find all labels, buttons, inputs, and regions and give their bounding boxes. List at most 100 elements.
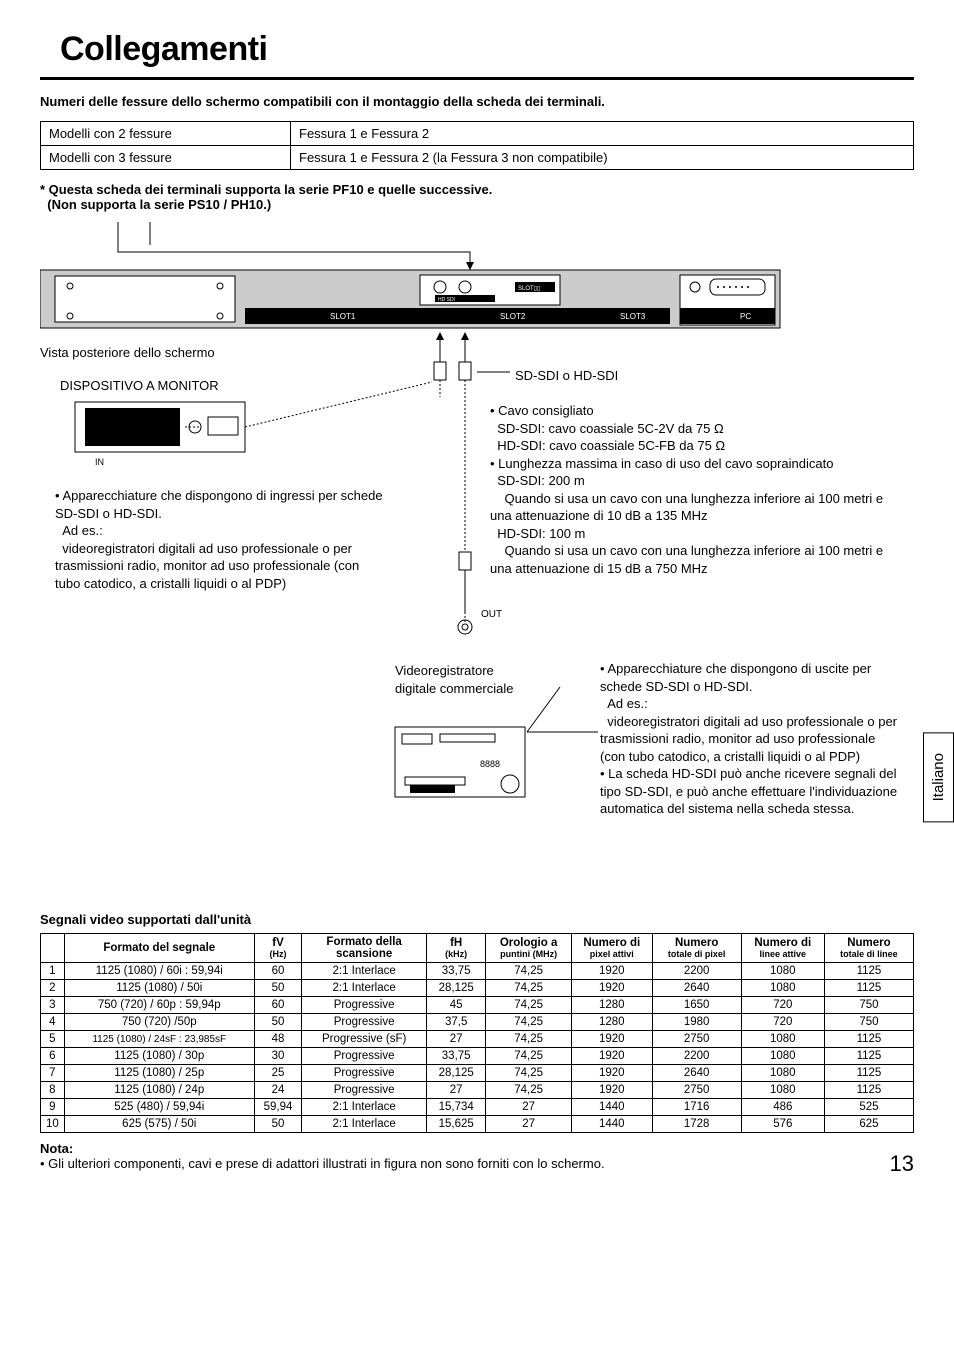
signal-cell: 1080 (741, 1082, 824, 1099)
sdi-label: SD-SDI o HD-SDI (515, 367, 618, 385)
signal-cell: Progressive (302, 997, 427, 1014)
th-fv: fV(Hz) (254, 934, 302, 963)
signal-cell: 10 (41, 1116, 65, 1133)
signal-cell: 1920 (571, 1048, 652, 1065)
signal-cell: Progressive (302, 1082, 427, 1099)
signal-cell: 27 (426, 1082, 485, 1099)
signal-cell: 25 (254, 1065, 302, 1082)
svg-text:8888: 8888 (480, 759, 500, 769)
signal-cell: 525 (480) / 59,94i (64, 1099, 254, 1116)
note-line: (Non supporta la serie PS10 / PH10.) (47, 197, 271, 212)
text: SD-SDI: cavo coassiale 5C-2V da 75 Ω (497, 421, 723, 436)
signal-cell: 1125 (824, 1065, 913, 1082)
svg-text:HD SDI: HD SDI (438, 297, 455, 303)
signal-cell: 74,25 (486, 1031, 572, 1048)
signal-cell: 525 (824, 1099, 913, 1116)
output-desc: • Apparecchiature che dispongono di usci… (600, 660, 900, 818)
vcr-label: Videoregistratore digitale commerciale (395, 662, 535, 697)
signal-section-title: Segnali video supportati dall'unità (40, 912, 914, 927)
signal-cell: 8 (41, 1082, 65, 1099)
diagram-area: SLOT1 SLOT2 SLOT3 HD SDI SLOT▯▯ PC (40, 222, 914, 902)
signal-cell: 2:1 Interlace (302, 963, 427, 980)
table-row: 61125 (1080) / 30p30Progressive33,7574,2… (41, 1048, 914, 1065)
signal-cell: 59,94 (254, 1099, 302, 1116)
signal-cell: Progressive (302, 1014, 427, 1031)
in-label: IN (95, 457, 104, 467)
signal-cell: 486 (741, 1099, 824, 1116)
signal-cell: 1080 (741, 1065, 824, 1082)
text: Ad es.: (607, 696, 647, 711)
signal-cell: 28,125 (426, 1065, 485, 1082)
page-title: Collegamenti (60, 30, 914, 69)
signal-cell: 1280 (571, 997, 652, 1014)
signal-cell: 1125 (1080) / 60i : 59,94i (64, 963, 254, 980)
signal-cell: 1920 (571, 1065, 652, 1082)
signal-cell: 45 (426, 997, 485, 1014)
signal-cell: 1080 (741, 1031, 824, 1048)
text: La scheda HD-SDI può anche ricevere segn… (600, 766, 897, 816)
text: Lunghezza massima in caso di uso del cav… (498, 456, 833, 471)
signal-cell: 1125 (824, 1048, 913, 1065)
compat-subtitle: Numeri delle fessure dello schermo compa… (40, 94, 914, 109)
signal-cell: 1125 (824, 1082, 913, 1099)
signal-cell: 2640 (652, 980, 741, 997)
signal-cell: 33,75 (426, 963, 485, 980)
signal-cell: 2:1 Interlace (302, 1099, 427, 1116)
text: Ad es.: (62, 523, 102, 538)
signal-cell: 74,25 (486, 1048, 572, 1065)
signal-cell: 2200 (652, 1048, 741, 1065)
signal-cell: Progressive (302, 1065, 427, 1082)
signal-cell: 48 (254, 1031, 302, 1048)
table-row: Modelli con 2 fessure Fessura 1 e Fessur… (41, 122, 914, 146)
table-row: 71125 (1080) / 25p25Progressive28,12574,… (41, 1065, 914, 1082)
signal-cell: 74,25 (486, 997, 572, 1014)
slot-cell: Fessura 1 e Fessura 2 (291, 122, 914, 146)
signal-cell: 625 (824, 1116, 913, 1133)
slot2-label: SLOT2 (500, 312, 526, 321)
signal-cell: 720 (741, 1014, 824, 1031)
signal-cell: 15,734 (426, 1099, 485, 1116)
signal-cell: 1728 (652, 1116, 741, 1133)
signal-cell: 625 (575) / 50i (64, 1116, 254, 1133)
signal-cell: 30 (254, 1048, 302, 1065)
signal-cell: 27 (486, 1099, 572, 1116)
table-header-row: Formato del segnale fV(Hz) Formato della… (41, 934, 914, 963)
signal-cell: 74,25 (486, 963, 572, 980)
signal-cell: Progressive (302, 1048, 427, 1065)
signal-cell: 750 (824, 1014, 913, 1031)
signal-cell: 2750 (652, 1082, 741, 1099)
signal-cell: 74,25 (486, 1082, 572, 1099)
table-row: 21125 (1080) / 50i502:1 Interlace28,1257… (41, 980, 914, 997)
slot-table: Modelli con 2 fessure Fessura 1 e Fessur… (40, 121, 914, 170)
signal-cell: 4 (41, 1014, 65, 1031)
text: HD-SDI: 100 m (497, 526, 585, 541)
signal-cell: 1125 (824, 963, 913, 980)
nota-text: Gli ulteriori componenti, cavi e prese d… (48, 1156, 604, 1171)
th-fh: fH(kHz) (426, 934, 485, 963)
text: Cavo consigliato (498, 403, 593, 418)
signal-cell: 2640 (652, 1065, 741, 1082)
signal-cell: 2200 (652, 963, 741, 980)
signal-cell: 1280 (571, 1014, 652, 1031)
text: videoregistratori digitali ad uso profes… (600, 714, 897, 764)
signal-cell: 1080 (741, 980, 824, 997)
text: Apparecchiature che dispongono di uscite… (600, 661, 871, 694)
th-la: Numero dilinee attive (741, 934, 824, 963)
signal-cell: 1650 (652, 997, 741, 1014)
rear-view-label: Vista posteriore dello schermo (40, 344, 215, 362)
signal-cell: 24 (254, 1082, 302, 1099)
signal-cell: 576 (741, 1116, 824, 1133)
out-label: OUT (481, 609, 502, 620)
signal-cell: 15,625 (426, 1116, 485, 1133)
th-pa: Numero dipixel attivi (571, 934, 652, 963)
signal-cell: 1125 (1080) / 24p (64, 1082, 254, 1099)
slot3-label: SLOT3 (620, 312, 646, 321)
table-row: Modelli con 3 fessure Fessura 1 e Fessur… (41, 146, 914, 170)
signal-cell: 74,25 (486, 1065, 572, 1082)
footer-note: Nota: • Gli ulteriori componenti, cavi e… (40, 1141, 914, 1171)
text: Apparecchiature che dispongono di ingres… (55, 488, 383, 521)
signal-cell: 6 (41, 1048, 65, 1065)
signal-cell: 3 (41, 997, 65, 1014)
signal-cell: 60 (254, 963, 302, 980)
th-tl: Numerototale di linee (824, 934, 913, 963)
